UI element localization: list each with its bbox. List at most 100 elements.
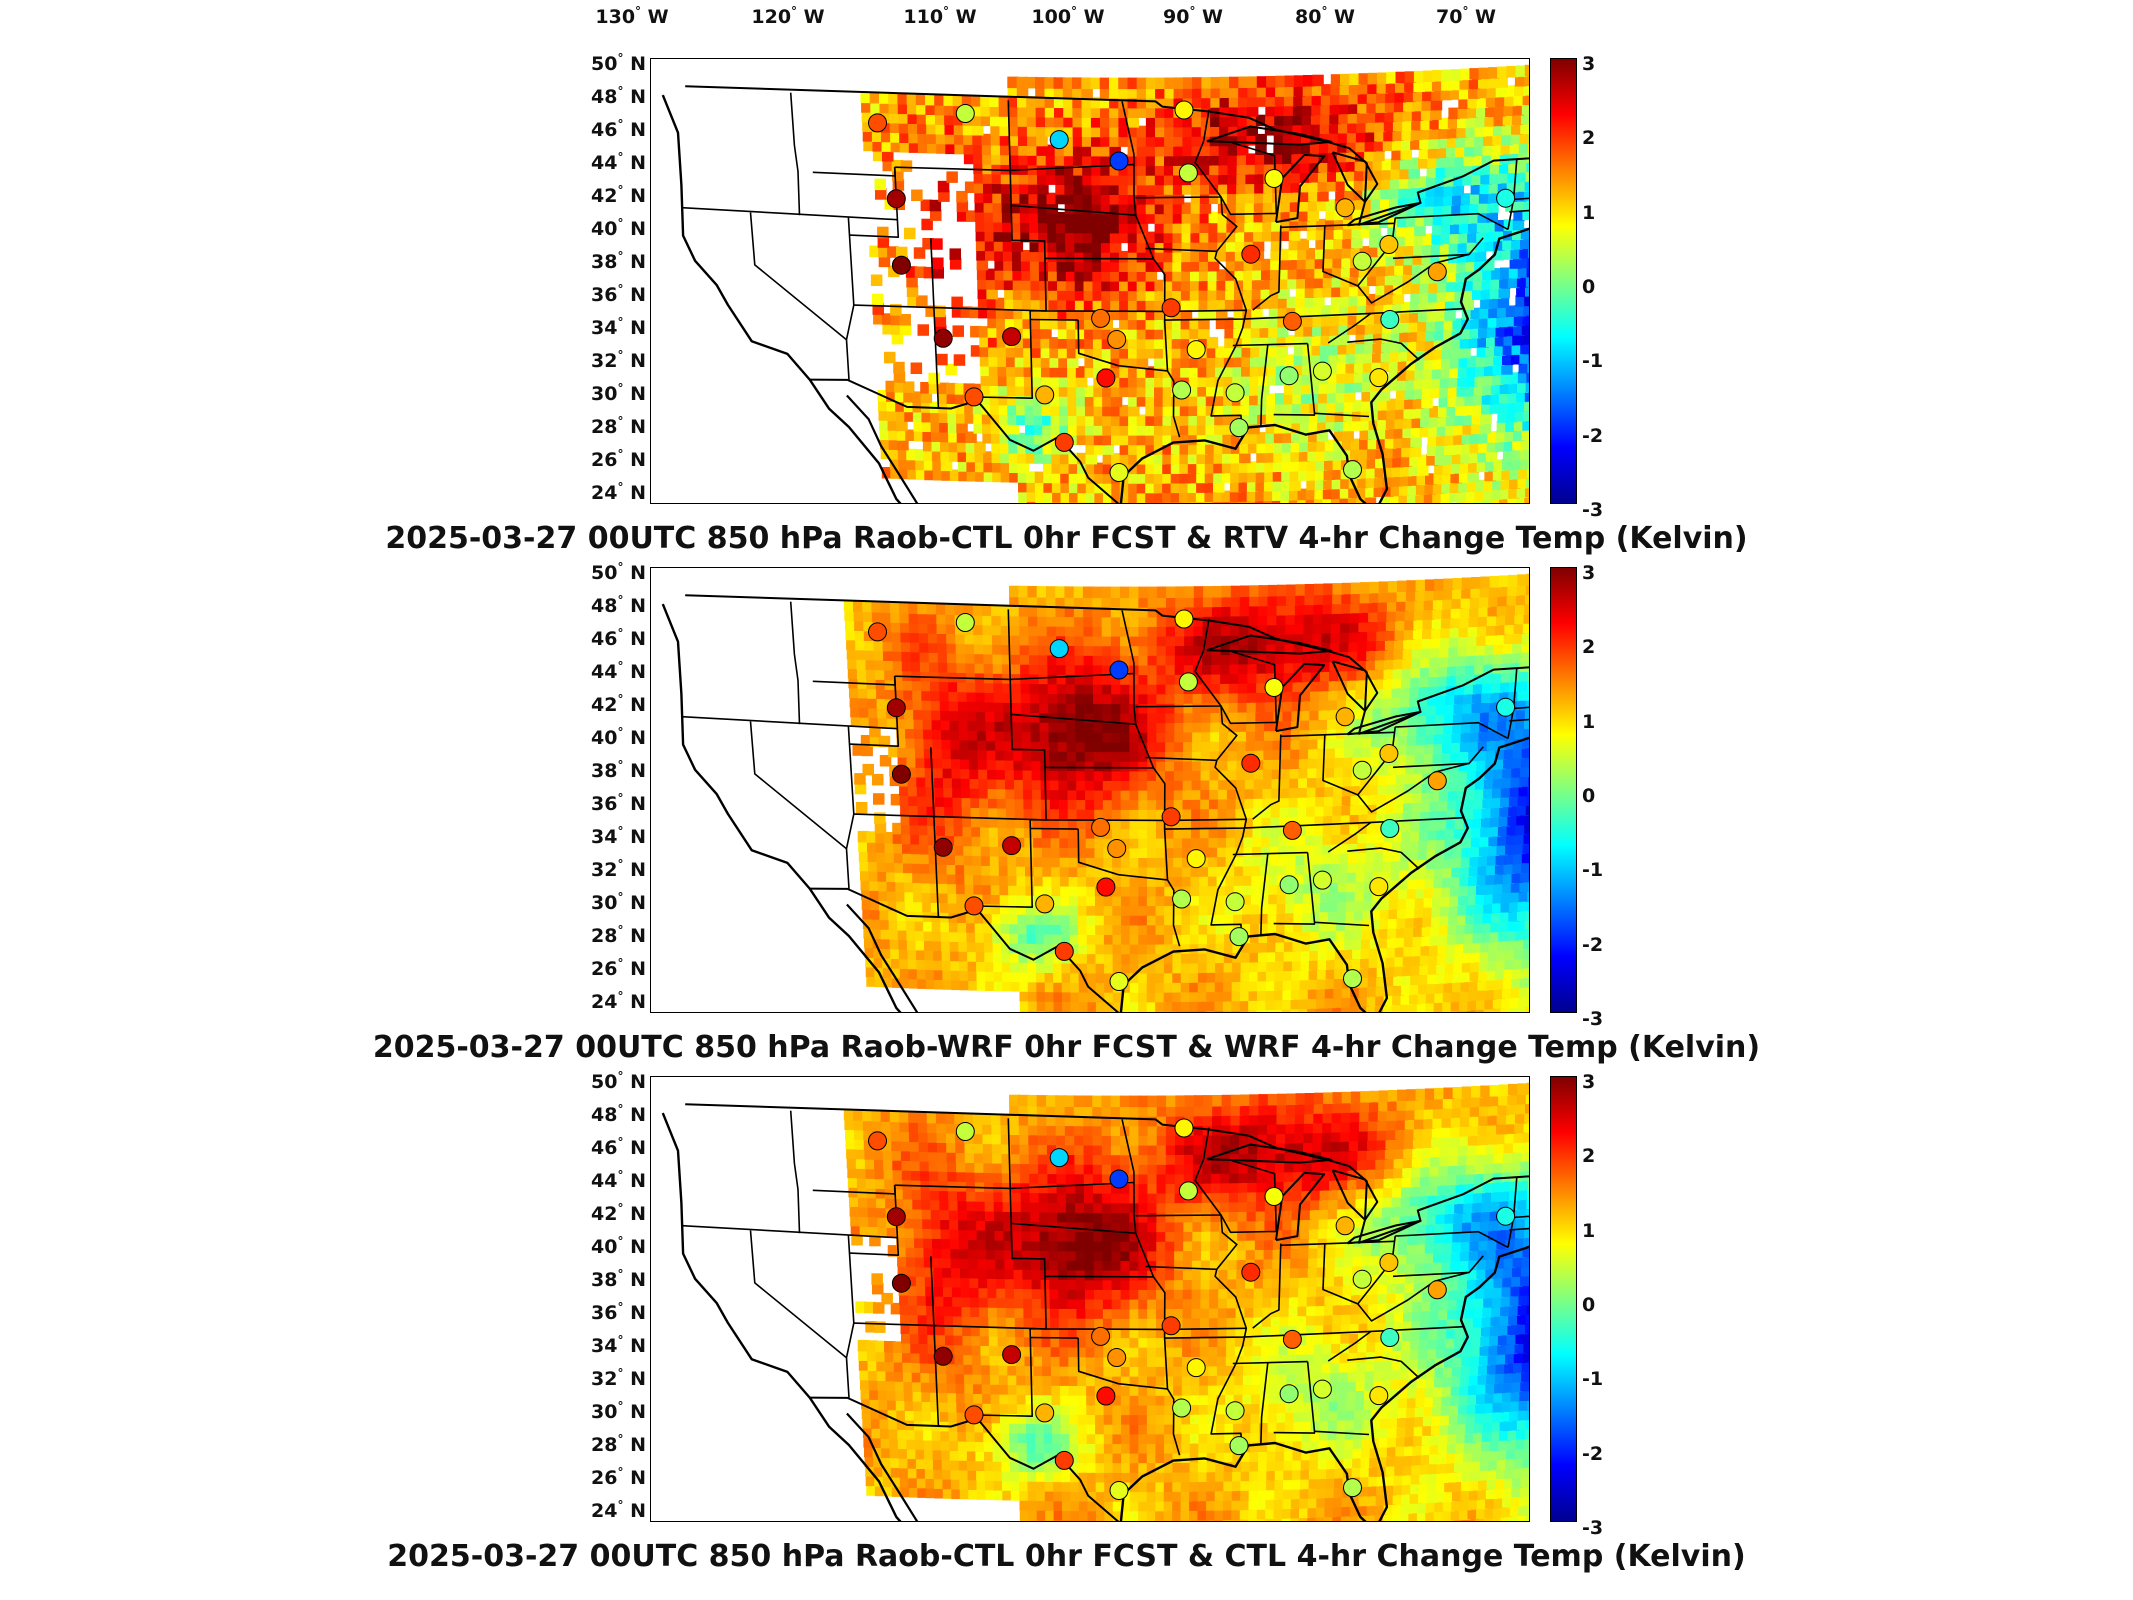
latitude-label: 24° N <box>591 989 646 1013</box>
longitude-label: 120° W <box>751 4 825 28</box>
colorbar-tick-label: 1 <box>1582 711 1596 733</box>
latitude-axis: 50° N 48° N 46° N 44° N 42° N 40° N 38° N 36° N… <box>560 1071 646 1522</box>
panel-title: 2025-03-27 00UTC 850 hPa Raob-CTL 0hr FC… <box>385 521 1748 556</box>
state-boundary <box>1210 1214 1248 1448</box>
raob-station-marker <box>1496 697 1516 717</box>
state-boundary <box>1280 222 1395 229</box>
raob-station-marker <box>1109 463 1129 482</box>
raob-station-marker <box>1161 1316 1181 1336</box>
raob-station-marker <box>1335 707 1355 727</box>
colorbar-tick-label: 2 <box>1582 127 1596 149</box>
great-lake-outline <box>1346 1219 1422 1245</box>
raob-station-marker <box>1264 169 1284 188</box>
latitude-label: 28° N <box>591 414 646 438</box>
raob-station-marker <box>1109 972 1129 991</box>
state-boundary <box>1135 1127 1222 1217</box>
raob-station-marker <box>1335 1216 1355 1236</box>
latitude-label: 50° N <box>591 560 646 584</box>
state-boundary <box>1135 109 1222 199</box>
state-boundary <box>749 212 848 341</box>
raob-station-marker <box>1054 941 1074 961</box>
raob-station-marker <box>1002 327 1022 347</box>
map-plot-area <box>650 58 1530 504</box>
raob-station-marker <box>1049 1148 1069 1168</box>
raob-station-marker <box>1186 340 1206 360</box>
state-boundary <box>681 1224 898 1239</box>
west-coastline <box>661 1112 902 1521</box>
latitude-label: 40° N <box>591 1234 646 1258</box>
raob-station-marker <box>891 764 911 784</box>
raob-station-marker <box>1178 1181 1198 1201</box>
state-boundary <box>1135 618 1222 708</box>
state-boundary <box>1077 1338 1168 1390</box>
raob-station-marker <box>1096 1386 1116 1406</box>
raob-station-marker <box>1427 1280 1447 1300</box>
latitude-label: 50° N <box>591 51 646 75</box>
state-boundary <box>1327 312 1372 344</box>
raob-station-marker <box>1380 1328 1400 1347</box>
state-boundary <box>1077 320 1168 372</box>
latitude-label: 44° N <box>591 150 646 174</box>
raob-station-marker <box>1241 1262 1261 1282</box>
raob-station-marker <box>1178 163 1198 183</box>
raob-station-marker <box>1172 889 1192 909</box>
state-boundary <box>1011 1222 1136 1234</box>
raob-station-marker <box>1035 894 1055 914</box>
latitude-label: 30° N <box>591 890 646 914</box>
raob-station-marker <box>964 896 984 916</box>
colorbar-tick-label: -2 <box>1582 425 1604 447</box>
state-boundary <box>1260 1362 1269 1444</box>
great-lake-outline <box>1206 1143 1333 1164</box>
state-boundary <box>1252 225 1282 311</box>
colorbar-tick-label: 3 <box>1582 1071 1596 1093</box>
raob-station-marker <box>1109 151 1129 171</box>
state-boundary <box>789 1110 801 1234</box>
raob-station-marker <box>1172 380 1192 400</box>
raob-station-marker <box>868 622 887 642</box>
state-boundary <box>1327 821 1372 853</box>
raob-station-marker <box>1161 298 1181 318</box>
state-boundary <box>1513 1215 1529 1219</box>
latitude-label: 34° N <box>591 1333 646 1357</box>
state-boundary <box>1392 237 1484 260</box>
latitude-label: 30° N <box>591 381 646 405</box>
raob-station-marker <box>1380 819 1400 838</box>
baja-coastline <box>846 903 919 1012</box>
state-boundary <box>812 1185 896 1195</box>
raob-station-marker <box>1002 836 1022 856</box>
state-boundary <box>1347 338 1420 361</box>
raob-station-marker <box>1049 639 1069 659</box>
raob-station-marker <box>1312 870 1332 890</box>
raob-station-marker <box>955 613 975 632</box>
state-boundary <box>1220 141 1278 216</box>
latitude-label: 46° N <box>591 626 646 650</box>
raob-station-marker <box>1343 969 1362 989</box>
raob-station-marker <box>1178 672 1198 692</box>
state-boundary <box>845 217 855 380</box>
state-boundary <box>1011 204 1136 216</box>
state-boundary <box>1164 816 1464 830</box>
state-boundary <box>1030 318 1079 321</box>
great-lake-outline <box>1331 151 1379 203</box>
state-boundary <box>1145 1265 1217 1271</box>
state-boundary <box>1252 1243 1282 1329</box>
west-coastline <box>661 603 902 1012</box>
latitude-label: 46° N <box>591 117 646 141</box>
raob-station-marker <box>868 1131 887 1151</box>
raob-station-marker <box>1225 892 1245 912</box>
state-boundary <box>1395 1230 1509 1249</box>
raob-station-marker <box>1352 251 1372 271</box>
latitude-label: 26° N <box>591 956 646 980</box>
raob-station-marker <box>1379 1253 1399 1272</box>
raob-station-marker <box>1379 235 1399 254</box>
great-lake-outline <box>1206 634 1333 655</box>
colorbar-tick-label: -2 <box>1582 1443 1604 1465</box>
colorbar-tick-label: 0 <box>1582 1294 1596 1316</box>
state-boundary <box>749 1230 848 1359</box>
great-lake-outline <box>1331 1169 1379 1221</box>
latitude-label: 42° N <box>591 183 646 207</box>
state-boundary <box>1273 852 1316 925</box>
raob-station-marker <box>1091 1326 1111 1346</box>
state-boundary <box>1395 212 1509 231</box>
raob-station-marker <box>1427 771 1447 791</box>
